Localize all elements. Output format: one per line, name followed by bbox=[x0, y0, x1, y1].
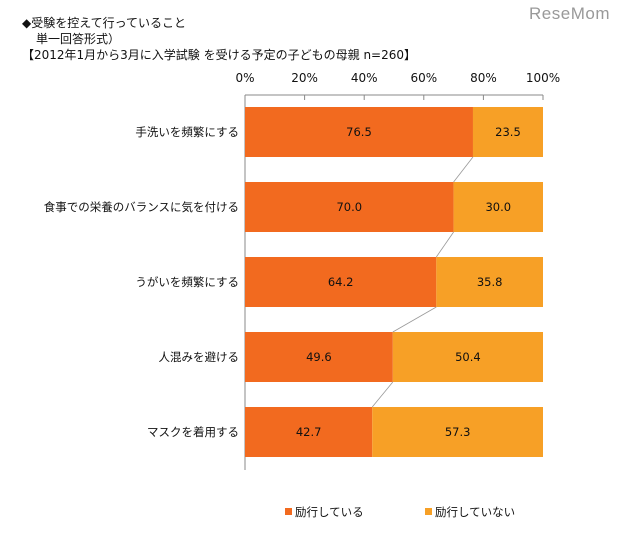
x-tick-label: 80% bbox=[470, 71, 497, 85]
bar-no bbox=[472, 107, 543, 157]
data-label: 23.5 bbox=[495, 125, 521, 139]
data-label: 42.7 bbox=[296, 425, 322, 439]
category-label: うがいを頻繁にする bbox=[135, 275, 239, 289]
bar-yes bbox=[245, 107, 473, 157]
data-label: 70.0 bbox=[336, 200, 362, 214]
legend-label: 励行していない bbox=[435, 505, 515, 519]
legend-label: 励行している bbox=[295, 505, 364, 519]
data-label: 64.2 bbox=[328, 275, 354, 289]
bar-no bbox=[436, 257, 543, 307]
data-label: 57.3 bbox=[445, 425, 471, 439]
chart-note: 【2012年1月から3月に入学試験 を受ける予定の子どもの母親 n=260】 bbox=[22, 48, 417, 62]
data-label: 76.5 bbox=[346, 125, 372, 139]
series-line bbox=[453, 156, 474, 183]
bar-no bbox=[372, 407, 543, 457]
data-label: 30.0 bbox=[485, 200, 511, 214]
series-line bbox=[435, 231, 454, 258]
x-tick-label: 20% bbox=[291, 71, 318, 85]
series-line bbox=[371, 381, 394, 408]
x-tick-label: 60% bbox=[410, 71, 437, 85]
data-label: 49.6 bbox=[306, 350, 332, 364]
legend-swatch bbox=[285, 508, 292, 515]
bar-no bbox=[392, 332, 543, 382]
bar-yes bbox=[245, 407, 373, 457]
resemom-logo: ReseMom bbox=[529, 4, 610, 23]
series-line bbox=[392, 306, 437, 333]
legend-swatch bbox=[425, 508, 432, 515]
x-tick-label: 100% bbox=[526, 71, 560, 85]
bar-yes bbox=[245, 257, 437, 307]
bar-no bbox=[453, 182, 543, 232]
category-label: 人混みを避ける bbox=[159, 350, 240, 364]
chart-subtitle: 単一回答形式） bbox=[36, 32, 121, 46]
bar-yes bbox=[245, 332, 393, 382]
category-label: 食事での栄養のバランスに気を付ける bbox=[44, 200, 239, 214]
data-label: 50.4 bbox=[455, 350, 481, 364]
x-tick-label: 0% bbox=[235, 71, 254, 85]
chart-title: ◆受験を控えて行っていること bbox=[22, 16, 187, 30]
bar-yes bbox=[245, 182, 454, 232]
category-label: 手洗いを頻繁にする bbox=[135, 125, 239, 139]
x-tick-label: 40% bbox=[351, 71, 378, 85]
data-label: 35.8 bbox=[477, 275, 503, 289]
category-label: マスクを着用する bbox=[147, 425, 239, 439]
